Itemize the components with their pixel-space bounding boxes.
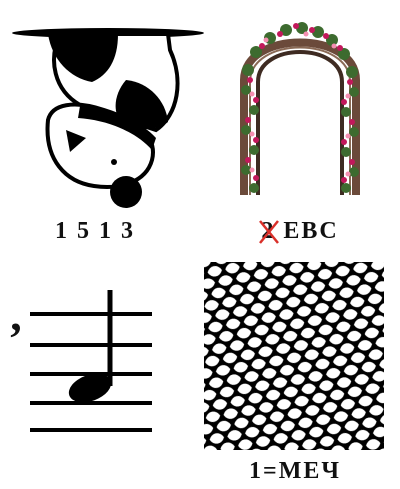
music-staff-note-icon xyxy=(30,290,152,432)
net-caption: 1=МЕЧ xyxy=(249,458,341,484)
panda-panel xyxy=(8,20,204,210)
struck-digit: 2 xyxy=(259,218,280,245)
net-panel xyxy=(204,262,384,450)
arch-caption: 2 ЕВС xyxy=(240,218,360,245)
strike-cross-icon xyxy=(259,220,280,244)
apostrophe-mark: , xyxy=(10,289,22,340)
upside-down-panda-icon xyxy=(12,28,204,208)
arch-panel xyxy=(236,10,364,195)
arch-caption-letters: ЕВС xyxy=(283,218,339,244)
staff-panel xyxy=(28,288,156,438)
rose-arch-icon xyxy=(240,22,360,195)
net-mesh-icon xyxy=(204,262,384,450)
panda-caption: 1 5 1 3 xyxy=(55,218,135,244)
